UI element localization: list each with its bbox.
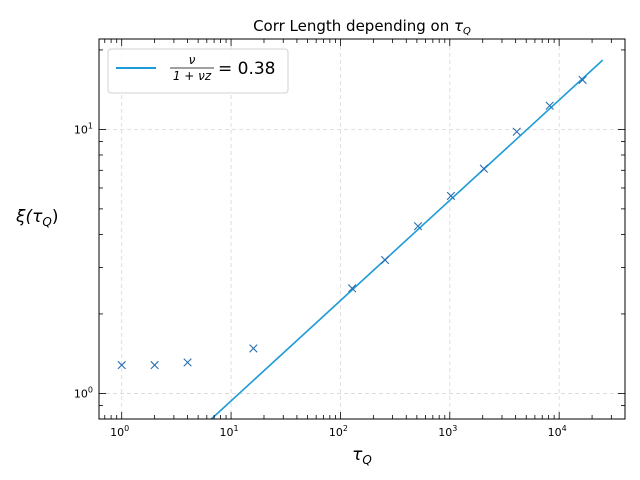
legend-fraction-numerator: ν <box>189 53 196 67</box>
data-point-stroke <box>117 360 126 370</box>
legend-value: = 0.38 <box>218 59 276 79</box>
y-axis-label: ξ(τQ) <box>15 207 58 229</box>
data-point <box>183 358 192 367</box>
x-tick-label: 102 <box>329 424 348 439</box>
legend-fraction-denominator: 1 + νz <box>173 69 212 83</box>
data-point-stroke <box>479 164 489 173</box>
data-point <box>446 191 456 201</box>
legend: ν 1 + νz = 0.38 <box>107 48 289 94</box>
data-point-stroke <box>249 344 258 353</box>
data-point-stroke <box>380 255 390 265</box>
grid <box>99 39 625 419</box>
data-point-stroke <box>347 284 357 293</box>
x-tick-label: 104 <box>548 424 567 439</box>
x-tick-label: 103 <box>438 424 457 439</box>
fit-line-layer <box>210 59 604 420</box>
plot-frame <box>98 38 626 420</box>
x-axis-label: τQ <box>352 445 372 467</box>
legend-box <box>107 48 289 94</box>
data-point <box>413 221 423 231</box>
ticks <box>99 39 626 420</box>
data-point <box>479 164 489 173</box>
data-point-stroke <box>183 358 192 367</box>
data-point-stroke <box>578 75 587 85</box>
data-point <box>512 127 521 136</box>
x-tick-label: 101 <box>220 424 239 439</box>
data-point-stroke <box>150 360 159 370</box>
y-tick-label: 101 <box>74 121 93 136</box>
data-point <box>117 360 126 370</box>
data-point-stroke <box>545 101 554 110</box>
data-point <box>380 255 390 265</box>
data-point <box>249 344 258 353</box>
data-points-layer <box>117 75 587 370</box>
chart-title: Corr Length depending on τQ <box>253 17 471 37</box>
data-point-stroke <box>512 127 521 136</box>
data-point <box>150 360 159 370</box>
y-tick-label: 100 <box>74 385 93 400</box>
fit-line <box>210 59 604 420</box>
data-point <box>578 75 587 85</box>
data-point-stroke <box>446 191 456 201</box>
data-point-stroke <box>413 221 423 231</box>
data-point <box>347 284 357 293</box>
tick-labels: 100 101 102 103 104 100 101 <box>74 121 567 439</box>
x-tick-label: 100 <box>110 424 129 439</box>
data-point <box>545 101 554 110</box>
